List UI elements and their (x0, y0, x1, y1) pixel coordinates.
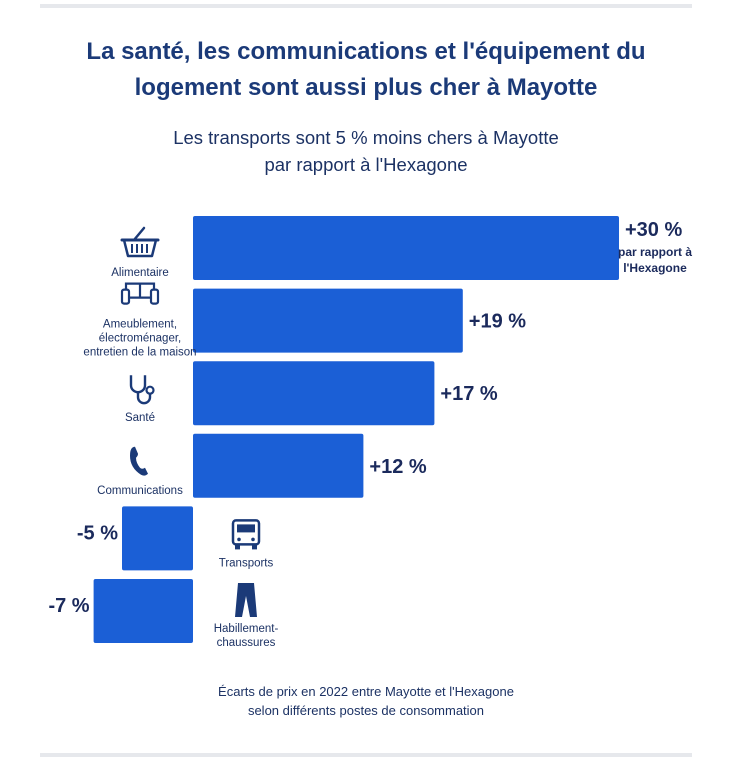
shopping-basket-icon (120, 226, 160, 258)
value-label-0: +30 % (625, 219, 682, 241)
bar-0 (193, 216, 619, 280)
category-label-1-line-3: entretien de la maison (83, 347, 196, 359)
category-label-0-line-1: Alimentaire (111, 267, 169, 279)
bar-4 (122, 506, 193, 571)
category-label-5-line-2: chaussures (217, 637, 276, 649)
top-rule (40, 4, 692, 8)
trousers-icon (235, 583, 257, 617)
chart-footnote-line-1: Écarts de prix en 2022 entre Mayotte et … (218, 684, 514, 699)
category-label-1-line-2: électroménager, (99, 333, 181, 345)
chart-title: La santé, les communications et l'équipe… (20, 34, 712, 106)
bus-icon (231, 519, 261, 550)
value-label-1: +19 % (469, 311, 526, 333)
value-label-2: +17 % (440, 383, 497, 405)
chart-subtitle-line-2: par rapport à l'Hexagone (264, 154, 468, 175)
annotation-line-2: l'Hexagone (623, 261, 687, 275)
bar-5 (93, 579, 193, 643)
chart-subtitle-line-1: Les transports sont 5 % moins chers à Ma… (173, 127, 559, 148)
bottom-rule (40, 753, 692, 757)
bar-1 (193, 288, 463, 353)
value-label-5: -7 % (48, 595, 89, 617)
bar-3 (193, 433, 364, 498)
category-label-1-line-1: Ameublement, (103, 319, 177, 331)
chart-subtitle: Les transports sont 5 % moins chers à Ma… (20, 124, 712, 178)
phone-icon (130, 446, 148, 476)
bar-2 (193, 361, 435, 426)
stethoscope-icon (129, 375, 155, 405)
category-label-5-line-1: Habillement- (214, 623, 279, 635)
annotation-line-1: par rapport à (618, 245, 692, 259)
chart-title-line-1: La santé, les communications et l'équipe… (86, 38, 646, 65)
value-label-4: -5 % (77, 522, 118, 544)
category-label-2-line-1: Santé (125, 412, 155, 424)
category-label-3-line-1: Communications (97, 485, 183, 497)
value-label-3: +12 % (369, 456, 426, 478)
price-gap-bar-chart: +30 % par rapport à l'Hexagone Alimentaire +… (48, 216, 692, 649)
chart-footnote: Écarts de prix en 2022 entre Mayotte et … (20, 682, 712, 720)
category-label-4-line-1: Transports (219, 557, 274, 569)
chart-footnote-line-2: selon différents postes de consommation (247, 703, 485, 718)
chart-title-line-2: logement sont aussi plus cher à Mayotte (134, 74, 598, 101)
sofa-icon (120, 282, 160, 305)
